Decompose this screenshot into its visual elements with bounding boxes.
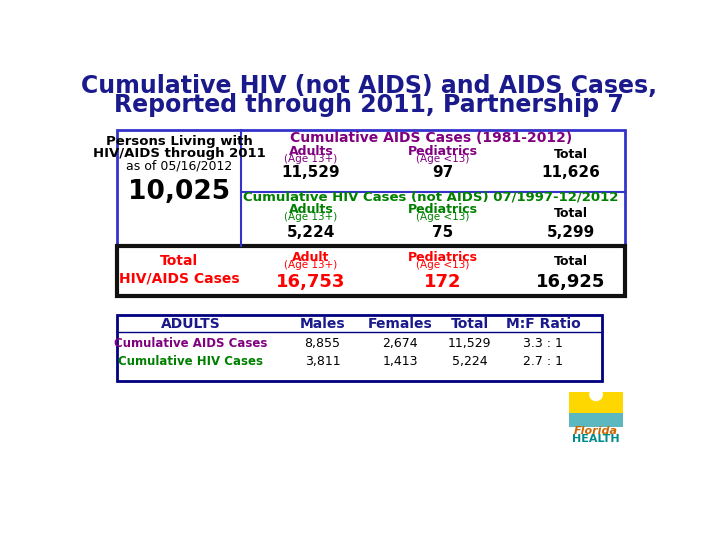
Text: 2.7 : 1: 2.7 : 1 (523, 355, 563, 368)
Text: 172: 172 (424, 273, 462, 291)
Text: (Age 13+): (Age 13+) (284, 212, 338, 222)
Text: 75: 75 (432, 225, 454, 240)
Text: Pediatrics: Pediatrics (408, 145, 477, 158)
FancyBboxPatch shape (117, 130, 625, 246)
Text: 11,529: 11,529 (448, 337, 492, 350)
Text: ADULTS: ADULTS (161, 318, 220, 332)
Text: 16,753: 16,753 (276, 273, 346, 291)
Text: Cumulative HIV Cases (not AIDS) 07/1997-12/2012: Cumulative HIV Cases (not AIDS) 07/1997-… (243, 191, 618, 204)
Text: 5,224: 5,224 (452, 355, 487, 368)
Text: 2,674: 2,674 (382, 337, 418, 350)
Text: (Age 13+): (Age 13+) (284, 260, 338, 270)
FancyBboxPatch shape (117, 246, 625, 296)
Text: (Age <13): (Age <13) (416, 260, 469, 270)
Text: 3,811: 3,811 (305, 355, 341, 368)
Text: Males: Males (300, 318, 346, 332)
Text: Florida: Florida (574, 426, 618, 436)
Text: Total: Total (554, 148, 588, 161)
Text: Total: Total (554, 255, 588, 268)
Text: Pediatrics: Pediatrics (408, 203, 477, 216)
Text: 5,299: 5,299 (546, 225, 595, 240)
Text: 11,626: 11,626 (541, 165, 600, 180)
Text: Cumulative HIV Cases: Cumulative HIV Cases (118, 355, 264, 368)
Text: Persons Living with: Persons Living with (106, 136, 253, 148)
Text: 1,413: 1,413 (382, 355, 418, 368)
FancyBboxPatch shape (117, 315, 601, 381)
Text: Adult: Adult (292, 251, 330, 264)
Text: M:F Ratio: M:F Ratio (506, 318, 581, 332)
Text: HEALTH: HEALTH (572, 434, 620, 444)
Text: 11,529: 11,529 (282, 165, 340, 180)
Text: (Age 13+): (Age 13+) (284, 154, 338, 164)
Text: Adults: Adults (289, 145, 333, 158)
Text: Cumulative AIDS Cases: Cumulative AIDS Cases (114, 337, 267, 350)
Text: Pediatrics: Pediatrics (408, 251, 477, 264)
Text: Total: Total (554, 207, 588, 220)
Text: as of 05/16/2012: as of 05/16/2012 (126, 160, 233, 173)
Text: 8,855: 8,855 (305, 337, 341, 350)
Text: 16,925: 16,925 (536, 273, 606, 291)
Text: 97: 97 (432, 165, 454, 180)
Text: 3.3 : 1: 3.3 : 1 (523, 337, 563, 350)
Text: Total: Total (160, 254, 198, 268)
Circle shape (590, 388, 602, 401)
Text: (Age <13): (Age <13) (416, 212, 469, 222)
Text: 5,224: 5,224 (287, 225, 335, 240)
Text: Females: Females (368, 318, 433, 332)
Text: Reported through 2011, Partnership 7: Reported through 2011, Partnership 7 (114, 93, 624, 117)
Text: (Age <13): (Age <13) (416, 154, 469, 164)
Text: Adults: Adults (289, 203, 333, 216)
Text: HIV/AIDS Cases: HIV/AIDS Cases (119, 272, 240, 286)
Text: Cumulative AIDS Cases (1981-2012): Cumulative AIDS Cases (1981-2012) (290, 131, 572, 145)
FancyBboxPatch shape (569, 413, 624, 427)
Text: Cumulative HIV (not AIDS) and AIDS Cases,: Cumulative HIV (not AIDS) and AIDS Cases… (81, 75, 657, 98)
Text: HIV/AIDS through 2011: HIV/AIDS through 2011 (93, 147, 266, 160)
FancyBboxPatch shape (569, 392, 624, 427)
Text: 10,025: 10,025 (128, 179, 230, 205)
Text: Total: Total (451, 318, 489, 332)
